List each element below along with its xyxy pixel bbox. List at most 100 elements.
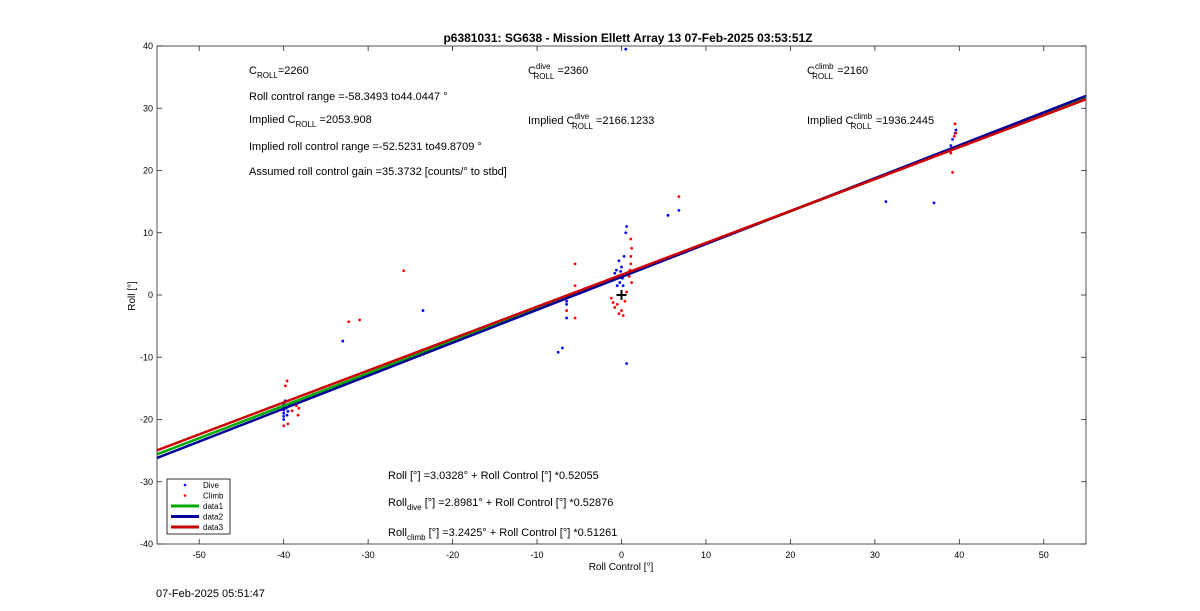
climb-point (611, 301, 615, 304)
dive-point (625, 362, 628, 365)
implied-c-roll-dive-sub: ROLL (572, 122, 593, 131)
x-tick-label: 20 (785, 550, 795, 560)
climb-point (629, 237, 633, 241)
climb-point (565, 309, 569, 312)
plot-series (157, 47, 1086, 460)
climb-point (297, 406, 301, 410)
equation-dive-value: [°] =2.8981° + Roll Control [°] *0.52876 (422, 497, 614, 509)
dive-point (954, 128, 958, 132)
climb-point (286, 422, 290, 426)
climb-point (629, 255, 633, 258)
legend-climb-marker (183, 494, 187, 497)
dive-point (421, 309, 425, 312)
legend-dive-label: Dive (203, 481, 220, 490)
dive-point (624, 47, 628, 51)
data2-fit-line (157, 94, 1086, 460)
legend-data1-label: data1 (203, 502, 224, 511)
climb-point (620, 309, 623, 312)
dive-point (619, 269, 623, 273)
climb-point (615, 302, 619, 306)
c-roll-dive-sup: dive (536, 62, 551, 71)
climb-point (954, 131, 958, 135)
c-roll-base: C (249, 65, 257, 77)
y-tick-label: 30 (143, 103, 153, 113)
c-roll-climb-value: =2160 (834, 65, 868, 77)
implied-c-roll-climb: Implied Cclimb ROLL =1936.2445 (807, 112, 934, 131)
c-roll: CROLL=2260 (249, 65, 309, 80)
equation-climb-value: [°] =3.2425° + Roll Control [°] *0.51261 (426, 527, 618, 539)
axes: -50 -40 -30 -20 -10 0 10 20 30 40 50 -40 -30 -20 -10 0 1… (140, 41, 1087, 560)
dive-point (286, 410, 290, 413)
dive-point (282, 414, 286, 418)
dive-point (615, 284, 619, 288)
implied-c-roll-dive: Implied Cdive ROLL =2166.1233 (528, 112, 654, 131)
dive-point (884, 200, 888, 204)
equation-dive-base: Roll (388, 497, 407, 509)
climb-point (629, 262, 633, 266)
implied-c-roll-dive-base: Implied C (528, 115, 575, 127)
plot-area (157, 47, 1086, 460)
dive-point (615, 268, 618, 272)
dive-point (565, 316, 569, 320)
implied-c-roll-climb-value: =1936.2445 (873, 115, 934, 127)
c-roll-dive-value: =2360 (554, 65, 588, 77)
chart-title: p6381031: SG638 - Mission Ellett Array 1… (443, 31, 812, 45)
legend-climb-label: Climb (203, 492, 224, 501)
implied-c-roll-climb-sub: ROLL (851, 122, 872, 131)
climb-point (627, 274, 631, 278)
implied-c-roll-climb-base: Implied C (807, 115, 854, 127)
climb-point (677, 195, 681, 199)
legend: Dive Climb data1 data2 data3 (166, 478, 231, 535)
climb-point (283, 384, 287, 388)
c-roll-value: =2260 (278, 65, 309, 77)
implied-c-roll-value: =2053.908 (316, 114, 371, 126)
dive-point (282, 418, 286, 421)
equation-all: Roll [°] =3.0328° + Roll Control [°] *0.… (388, 470, 599, 482)
climb-point (951, 170, 954, 174)
x-tick-label: 40 (954, 550, 964, 560)
climb-point (625, 290, 628, 294)
y-tick-label: 10 (143, 228, 153, 238)
implied-c-roll-dive-sup: dive (574, 112, 589, 121)
climb-point (617, 312, 621, 316)
dive-point (949, 144, 953, 148)
x-tick-label: 50 (1039, 550, 1049, 560)
implied-roll-control-range: Implied roll control range =-52.5231 to4… (249, 141, 482, 153)
y-tick-label: 20 (143, 166, 153, 176)
c-roll-sub: ROLL (257, 71, 278, 80)
y-tick-label: 40 (143, 41, 153, 51)
data3-fit-line (157, 98, 1086, 452)
dive-point (617, 259, 621, 263)
dive-point (666, 213, 670, 217)
print-timestamp: 07-Feb-2025 05:51:47 (156, 588, 265, 600)
climb-point (573, 262, 577, 266)
legend-dive-marker (183, 483, 187, 487)
dive-point (341, 339, 345, 343)
x-tick-label: 30 (870, 550, 880, 560)
climb-point (609, 296, 613, 300)
y-tick-label: -30 (140, 477, 153, 487)
equation-climb-base: Roll (388, 527, 407, 539)
climb-point (358, 318, 362, 322)
implied-c-roll-dive-value: =2166.1233 (593, 115, 654, 127)
equation-dive-sub: dive (407, 503, 422, 512)
climb-point (347, 320, 351, 324)
climb-point (953, 122, 957, 126)
implied-c-roll-base: Implied C (249, 114, 296, 126)
x-tick-label: -50 (193, 550, 206, 560)
x-tick-label: -10 (531, 550, 544, 560)
x-tick-label: -20 (446, 550, 459, 560)
climb-point (630, 246, 634, 250)
x-axis-label: Roll Control [°] (589, 562, 654, 573)
dive-point (622, 255, 626, 258)
climb-point (949, 151, 953, 155)
dive-point (621, 284, 625, 288)
roll-control-range: Roll control range =-58.3493 to44.0447 ° (249, 91, 448, 103)
equation-dive: Rolldive [°] =2.8981° + Roll Control [°]… (388, 497, 613, 512)
c-roll-dive: Cdive ROLL =2360 (528, 62, 588, 81)
y-tick-label: -40 (140, 539, 153, 549)
climb-point (573, 284, 577, 288)
y-axis-label: Roll [°] (127, 281, 138, 311)
dive-point (282, 411, 286, 415)
